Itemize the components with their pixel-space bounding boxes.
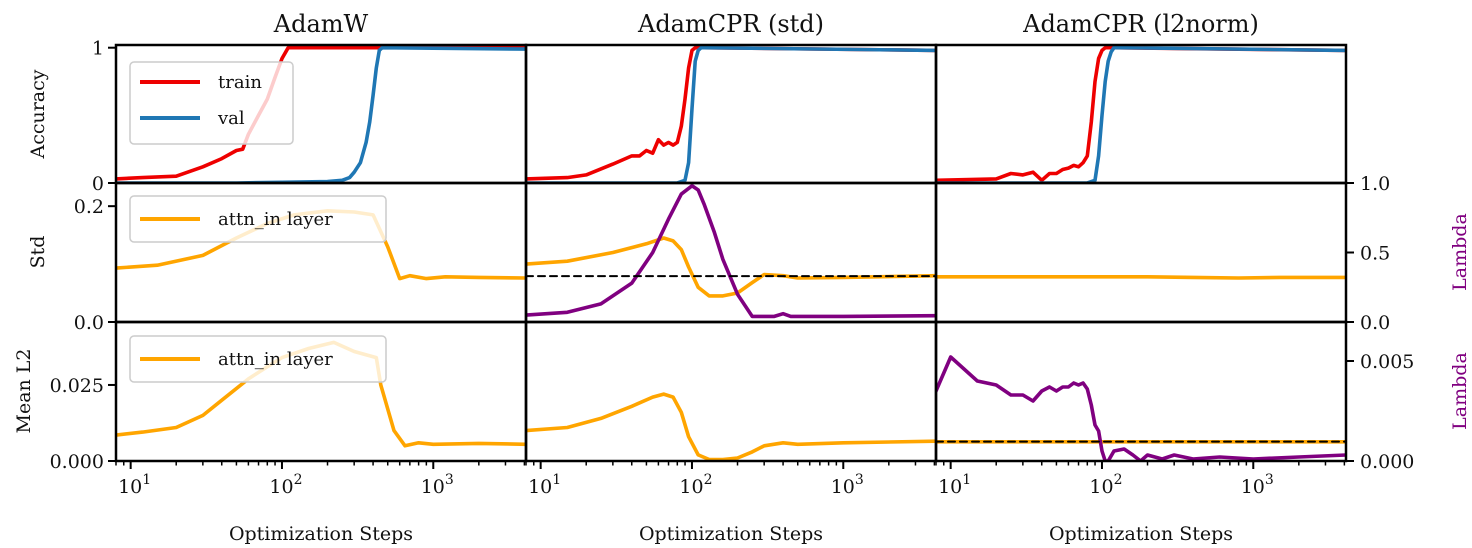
ylabel-mean-l2: Mean L2	[13, 348, 35, 433]
right-y-tick-label: 0.005	[1360, 351, 1414, 373]
x-tick-label: 101	[118, 472, 151, 498]
ticks: 101 102 103 101 102 103 101 102 103 0 1 0.0 0.2 0.0 0.…	[50, 38, 1415, 498]
x-tick-label: 102	[269, 472, 302, 498]
x-tick-label: 101	[528, 472, 561, 498]
y-tick-label: 0.0	[74, 312, 104, 334]
plot-area	[116, 45, 1346, 462]
column-title-adamcpr-l2norm: AdamCPR (l2norm)	[1022, 10, 1259, 38]
axes-frame-std-adamcpr-l2norm	[934, 181, 1348, 324]
axes-frame-std-adamcpr-std	[524, 181, 938, 324]
axes-frame-meanl2-adamcpr-l2norm	[934, 320, 1348, 463]
axes-frame-meanl2-adamcpr-std	[524, 320, 938, 463]
column-title-adamcpr-std: AdamCPR (std)	[637, 10, 824, 38]
right-ylabel-lambda-l2: Lambda	[1449, 352, 1471, 430]
y-tick-label: 0.000	[50, 451, 104, 473]
series-lambda-line	[936, 355, 1346, 462]
right-y-tick-label: 1.0	[1360, 173, 1390, 195]
axes-frame-accuracy-adamcpr-l2norm	[934, 43, 1348, 185]
column-title-adamw: AdamW	[273, 10, 369, 38]
right-ylabel-lambda-std: Lambda	[1449, 213, 1471, 291]
ylabel-accuracy: Accuracy	[27, 69, 49, 159]
legend-meanl2: attn_in layer	[129, 335, 387, 383]
series-attn-line	[936, 274, 1346, 280]
panel-accuracy-adamcpr-l2norm	[936, 45, 1346, 184]
xlabel-col3: Optimization Steps	[1049, 523, 1233, 545]
y-tick-label: 1	[92, 38, 104, 60]
panel-meanl2-adamcpr-std	[526, 392, 936, 462]
legend-label-val: val	[217, 108, 245, 129]
panel-std-adamcpr-std	[526, 184, 936, 319]
legend-label-attn: attn_in layer	[218, 209, 333, 230]
legend-label-attn: attn_in layer	[218, 349, 333, 370]
xlabel-col2: Optimization Steps	[639, 523, 823, 545]
y-tick-label: 0.2	[74, 196, 104, 218]
y-tick-label: 0	[92, 173, 104, 195]
right-y-tick-label: 0.5	[1360, 243, 1390, 265]
axes-frame-accuracy-adamcpr-std	[524, 43, 938, 185]
series-val-line	[526, 45, 936, 184]
ylabel-std: Std	[27, 236, 49, 269]
panel-meanl2-adamcpr-l2norm	[936, 355, 1346, 462]
xlabel-col1: Optimization Steps	[229, 523, 413, 545]
right-y-tick-label: 0.0	[1360, 312, 1390, 334]
labels: AdamW AdamCPR (std) AdamCPR (l2norm) Acc…	[13, 10, 1471, 545]
x-tick-label: 103	[1241, 472, 1274, 498]
legend-box	[129, 335, 387, 383]
legend-std: attn_in layer	[129, 195, 387, 243]
x-tick-label: 102	[1089, 472, 1122, 498]
panel-std-adamcpr-l2norm	[936, 274, 1346, 280]
series-attn-line	[526, 236, 936, 298]
series-attn-line	[526, 392, 936, 462]
axes-frames	[114, 43, 1348, 463]
y-tick-label: 0.025	[50, 375, 104, 397]
series-train-line	[936, 45, 1346, 183]
x-tick-label: 101	[938, 472, 971, 498]
legend-label-train: train	[218, 72, 262, 93]
legends: train val attn_in layer attn_in layer	[129, 61, 387, 383]
legend-box	[129, 195, 387, 243]
x-tick-label: 102	[679, 472, 712, 498]
x-tick-label: 103	[831, 472, 864, 498]
series-train-line	[526, 45, 936, 181]
series-lambda-line	[526, 184, 936, 319]
panel-accuracy-adamcpr-std	[526, 45, 936, 184]
right-y-tick-label: 0.000	[1360, 451, 1414, 473]
series-val-line	[936, 45, 1346, 184]
legend-box	[129, 61, 294, 145]
x-tick-label: 103	[421, 472, 454, 498]
legend-accuracy: train val	[129, 61, 294, 145]
